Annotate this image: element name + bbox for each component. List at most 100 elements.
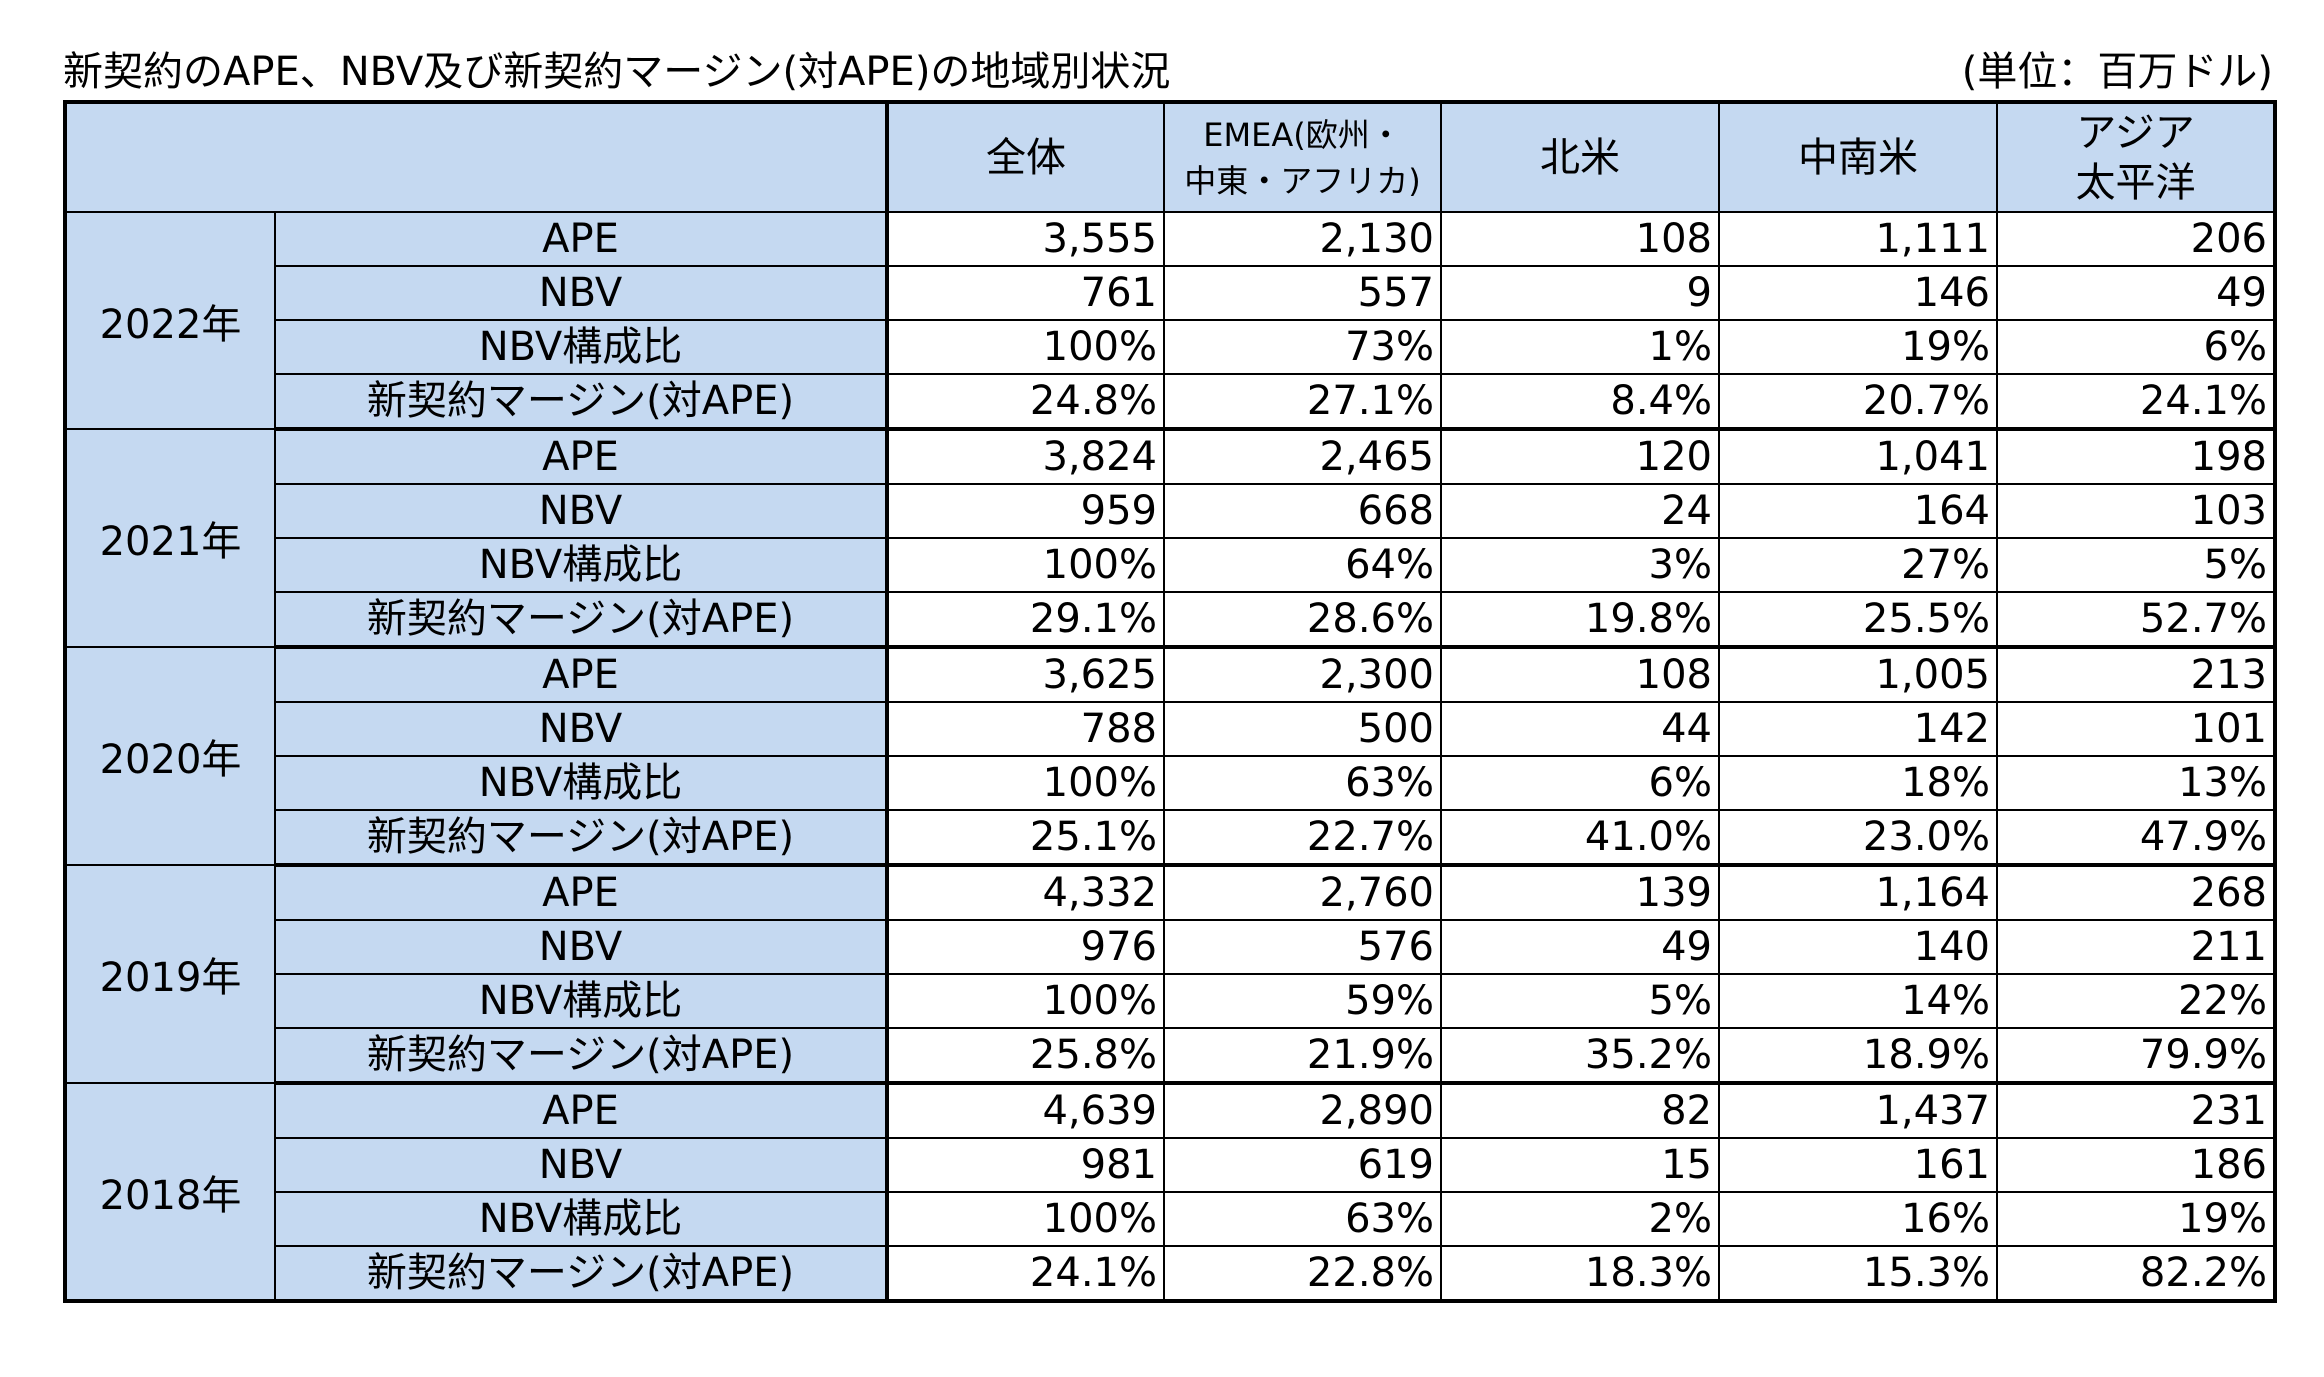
table-row: NBV構成比 100% 63% 2% 16% 19% — [65, 1191, 2276, 1247]
value-cell-apac: 19% — [1996, 1191, 2276, 1247]
table-row: 2019年 APE 4,332 2,760 139 1,164 268 — [64, 864, 2276, 1084]
header-apac-line1: アジア — [2076, 109, 2195, 156]
row-label-nbv-share: NBV構成比 — [274, 755, 888, 811]
header-apac: アジア 太平洋 — [1996, 101, 2276, 213]
value-cell-north-america: 9 — [1440, 265, 1720, 321]
value-cell-total: 24.8% — [885, 373, 1165, 431]
value-cell-emea: 668 — [1163, 483, 1442, 539]
table-row: 新契約マージン(対APE) 25.1% 22.7% 41.0% 23.0% 47.9% — [65, 809, 2276, 867]
header-apac-line2: 太平洋 — [2075, 159, 2196, 206]
row-label-nbv-share: NBV構成比 — [274, 973, 888, 1029]
value-cell-north-america: 18.3% — [1440, 1245, 1720, 1303]
value-cell-north-america: 1% — [1440, 319, 1720, 375]
value-cell-north-america: 8.4% — [1440, 373, 1720, 431]
value-cell-emea: 73% — [1163, 319, 1442, 375]
table-row: 2022年 APE 3,555 2,130 108 1,111 206 — [64, 211, 2276, 430]
value-cell-emea: 2,300 — [1163, 646, 1442, 703]
value-cell-emea: 2,130 — [1163, 211, 1442, 267]
value-cell-north-america: 2% — [1440, 1191, 1720, 1247]
value-cell-emea: 500 — [1163, 701, 1442, 757]
value-cell-emea: 22.8% — [1163, 1245, 1442, 1303]
value-cell-north-america: 15 — [1440, 1137, 1720, 1193]
value-cell-latin-america: 20.7% — [1718, 373, 1998, 431]
value-cell-emea: 22.7% — [1163, 809, 1442, 867]
value-cell-total: 29.1% — [885, 591, 1165, 649]
row-label-nbv-share: NBV構成比 — [274, 319, 888, 375]
value-cell-apac: 268 — [1996, 864, 2276, 921]
caption-row: 新契約のAPE、NBV及び新契約マージン(対APE)の地域別状況 (単位：百万ド… — [63, 44, 2273, 100]
value-cell-latin-america: 1,111 — [1718, 211, 1998, 267]
value-cell-emea: 63% — [1163, 1191, 1442, 1247]
value-cell-total: 100% — [885, 537, 1165, 593]
value-cell-emea: 2,760 — [1163, 864, 1442, 921]
value-cell-apac: 213 — [1996, 646, 2276, 703]
value-cell-latin-america: 1,164 — [1718, 864, 1998, 921]
value-cell-latin-america: 25.5% — [1718, 591, 1998, 649]
value-cell-north-america: 3% — [1440, 537, 1720, 593]
value-cell-north-america: 41.0% — [1440, 809, 1720, 867]
value-cell-apac: 22% — [1996, 973, 2276, 1029]
value-cell-total: 100% — [885, 1191, 1165, 1247]
value-cell-total: 100% — [885, 319, 1165, 375]
value-cell-total: 761 — [885, 265, 1165, 321]
table-row: NBV 761 557 9 146 49 — [65, 265, 2276, 321]
header-emea-line2: 中東・アフリカ) — [1184, 161, 1421, 200]
value-cell-total: 100% — [885, 973, 1165, 1029]
value-cell-emea: 27.1% — [1163, 373, 1442, 431]
value-cell-total: 4,332 — [885, 864, 1165, 921]
row-label-ape: APE — [274, 1082, 888, 1139]
value-cell-apac: 47.9% — [1996, 809, 2276, 867]
row-label-nbv: NBV — [274, 919, 888, 975]
value-cell-latin-america: 1,437 — [1718, 1082, 1998, 1139]
table-row: 新契約マージン(対APE) 24.8% 27.1% 8.4% 20.7% 24.1% — [65, 373, 2276, 431]
value-cell-north-america: 6% — [1440, 755, 1720, 811]
table-row: NBV 959 668 24 164 103 — [65, 483, 2276, 539]
value-cell-latin-america: 19% — [1718, 319, 1998, 375]
value-cell-apac: 211 — [1996, 919, 2276, 975]
value-cell-latin-america: 1,041 — [1718, 428, 1998, 485]
row-label-ape: APE — [274, 864, 888, 921]
table-header: 全体 EMEA(欧州・ 中東・アフリカ) 北米 中南米 アジア 太平洋 — [64, 101, 2276, 213]
value-cell-apac: 79.9% — [1996, 1027, 2276, 1085]
row-label-margin: 新契約マージン(対APE) — [274, 1245, 888, 1303]
value-cell-north-america: 44 — [1440, 701, 1720, 757]
row-label-nbv-share: NBV構成比 — [274, 1191, 888, 1247]
table-row: NBV構成比 100% 63% 6% 18% 13% — [65, 755, 2276, 811]
header-total: 全体 — [885, 101, 1165, 213]
value-cell-emea: 2,465 — [1163, 428, 1442, 485]
value-cell-emea: 2,890 — [1163, 1082, 1442, 1139]
year-label: 2019年 — [64, 864, 276, 1084]
row-label-nbv-share: NBV構成比 — [274, 537, 888, 593]
header-north-america: 北米 — [1440, 101, 1720, 213]
value-cell-apac: 82.2% — [1996, 1245, 2276, 1303]
value-cell-latin-america: 23.0% — [1718, 809, 1998, 867]
value-cell-emea: 619 — [1163, 1137, 1442, 1193]
value-cell-total: 25.8% — [885, 1027, 1165, 1085]
table-row: NBV構成比 100% 59% 5% 14% 22% — [65, 973, 2276, 1029]
row-label-ape: APE — [274, 646, 888, 703]
value-cell-apac: 103 — [1996, 483, 2276, 539]
value-cell-latin-america: 18% — [1718, 755, 1998, 811]
value-cell-total: 3,625 — [885, 646, 1165, 703]
value-cell-latin-america: 161 — [1718, 1137, 1998, 1193]
value-cell-apac: 198 — [1996, 428, 2276, 485]
value-cell-north-america: 120 — [1440, 428, 1720, 485]
value-cell-total: 788 — [885, 701, 1165, 757]
value-cell-north-america: 108 — [1440, 646, 1720, 703]
year-label: 2020年 — [64, 646, 276, 866]
year-label: 2018年 — [64, 1082, 276, 1302]
value-cell-north-america: 24 — [1440, 483, 1720, 539]
row-label-nbv: NBV — [274, 265, 888, 321]
value-cell-latin-america: 27% — [1718, 537, 1998, 593]
value-cell-latin-america: 15.3% — [1718, 1245, 1998, 1303]
value-cell-north-america: 49 — [1440, 919, 1720, 975]
region-table: 全体 EMEA(欧州・ 中東・アフリカ) 北米 中南米 アジア 太平洋 2022… — [63, 100, 2277, 1303]
table-row: NBV構成比 100% 64% 3% 27% 5% — [65, 537, 2276, 593]
value-cell-total: 4,639 — [885, 1082, 1165, 1139]
value-cell-apac: 206 — [1996, 211, 2276, 267]
value-cell-emea: 63% — [1163, 755, 1442, 811]
value-cell-apac: 13% — [1996, 755, 2276, 811]
value-cell-total: 25.1% — [885, 809, 1165, 867]
value-cell-north-america: 108 — [1440, 211, 1720, 267]
table-row: NBV 981 619 15 161 186 — [65, 1137, 2276, 1193]
